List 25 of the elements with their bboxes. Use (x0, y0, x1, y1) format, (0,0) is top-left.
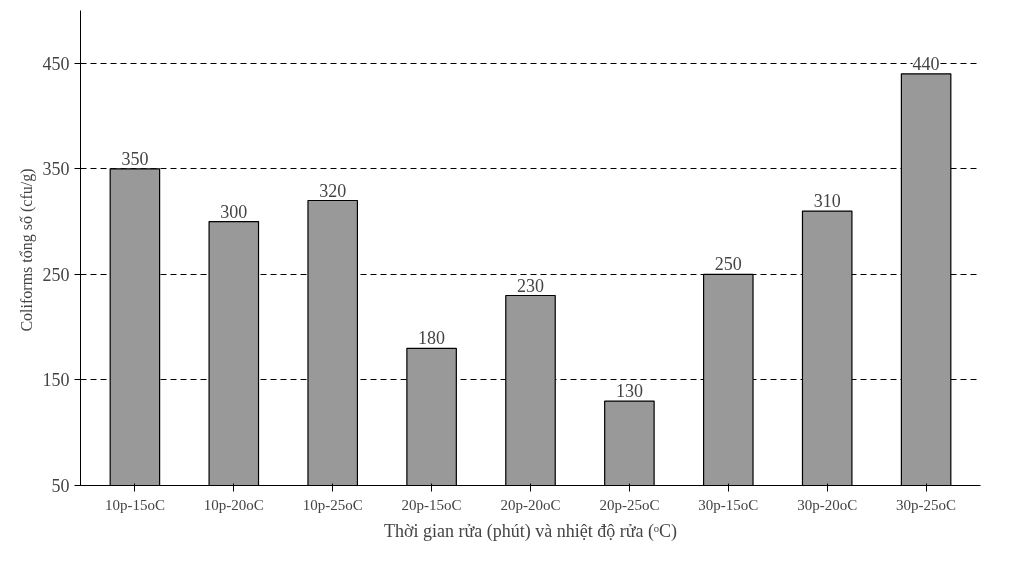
x-tick-label: 30p-20oC (797, 496, 858, 513)
data-label: 130 (615, 381, 643, 402)
y-tick-label: 250 (42, 264, 70, 285)
y-tick-label: 450 (42, 53, 70, 74)
y-tick-label: 350 (42, 159, 70, 180)
data-label: 440 (912, 53, 940, 74)
x-tick-label: 20p-15oC (401, 496, 462, 513)
x-tick-label: 30p-15oC (698, 496, 759, 513)
x-tick-label: 20p-25oC (599, 496, 660, 513)
y-tick-label: 150 (42, 370, 70, 391)
data-label: 250 (714, 254, 742, 275)
x-tick-label: 10p-15oC (104, 496, 165, 513)
data-label: 180 (418, 328, 446, 349)
y-tick-label: 50 (51, 476, 70, 496)
x-tick-label: 20p-20oC (500, 496, 561, 513)
data-label: 320 (319, 180, 347, 201)
data-label: 230 (517, 275, 544, 296)
x-tick-label: 10p-20oC (203, 496, 264, 513)
x-tick-label: 10p-25oC (302, 496, 363, 513)
data-label: 300 (220, 201, 248, 222)
x-tick-label: 30p-25oC (896, 496, 957, 513)
y-axis-title: Coliforms tổng số (cfu/g) (17, 168, 36, 332)
x-axis-title: Thời gian rửa (phút) và nhiệt độ rửa (ᵒC) (383, 520, 678, 542)
data-label: 310 (813, 191, 841, 212)
data-label: 350 (121, 148, 149, 169)
